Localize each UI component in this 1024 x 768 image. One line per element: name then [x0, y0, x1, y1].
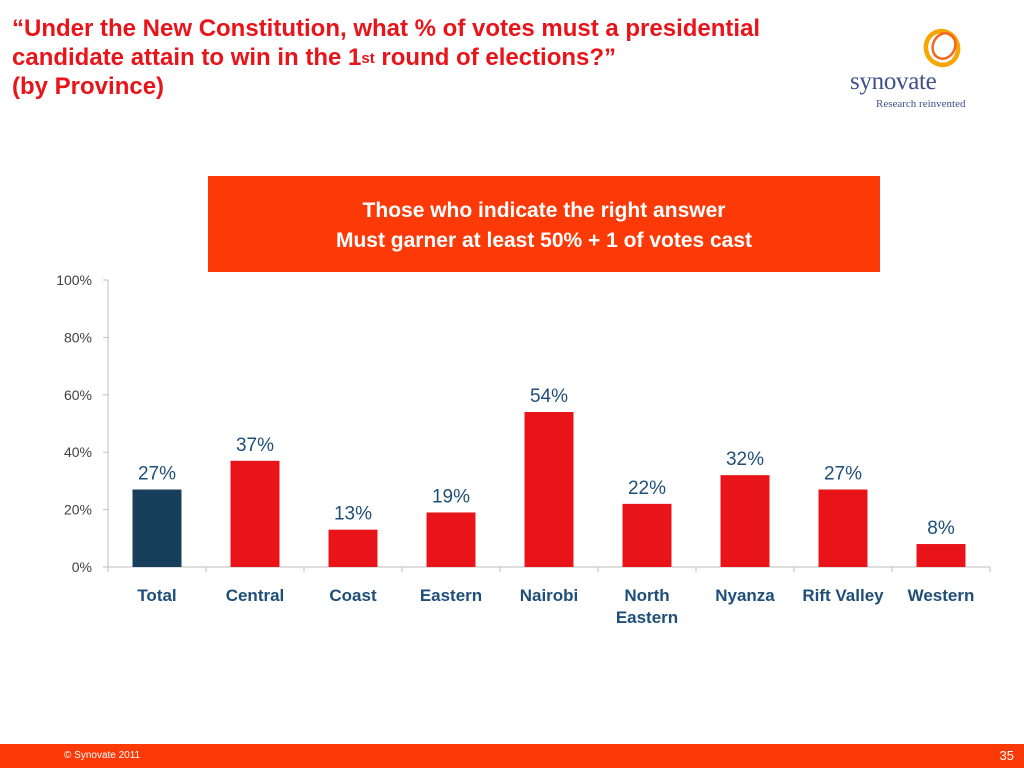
- bar-total: [132, 489, 182, 567]
- bar-eastern: [426, 512, 476, 567]
- bar-value-label: 27%: [138, 464, 176, 485]
- y-tick-label: 20%: [64, 502, 92, 518]
- bar-central: [230, 460, 280, 567]
- slide-title: “Under the New Constitution, what % of v…: [12, 14, 902, 101]
- y-tick-label: 0%: [72, 559, 92, 575]
- category-label: Nairobi: [520, 586, 579, 605]
- bar-western: [916, 544, 966, 567]
- callout-line-2: Must garner at least 50% + 1 of votes ca…: [335, 229, 753, 252]
- bar-value-label: 37%: [236, 435, 274, 456]
- y-tick-label: 80%: [64, 329, 92, 345]
- footer-copyright: © Synovate 2011: [64, 750, 141, 761]
- y-tick-label: 100%: [56, 272, 92, 288]
- bar-value-label: 54%: [530, 386, 568, 407]
- bar-value-label: 8%: [927, 518, 955, 539]
- title-line-2-post: round of elections?”: [374, 44, 617, 71]
- bar-value-label: 32%: [726, 449, 764, 470]
- title-line-1: “Under the New Constitution, what % of v…: [12, 15, 761, 42]
- synovate-ring-icon: [923, 28, 961, 68]
- page-number: 35: [999, 748, 1014, 763]
- callout-line-1: Those who indicate the right answer: [362, 199, 726, 222]
- footer-bar: © Synovate 2011 35: [0, 744, 1024, 768]
- bar-nyanza: [720, 475, 770, 567]
- category-label: Eastern: [420, 586, 482, 605]
- answer-callout-box: Those who indicate the right answer Must…: [208, 176, 880, 272]
- logo-wordmark: synovate: [850, 68, 937, 95]
- y-tick-label: 40%: [64, 444, 92, 460]
- category-label: Coast: [329, 586, 377, 605]
- title-line-2-pre: candidate attain to win in the 1: [12, 44, 362, 71]
- category-label: Eastern: [616, 608, 678, 627]
- title-line-3: (by Province): [12, 73, 165, 100]
- bar-coast: [328, 529, 378, 567]
- bar-nairobi: [524, 412, 574, 567]
- bar-value-label: 22%: [628, 478, 666, 499]
- bar-rift-valley: [818, 489, 868, 567]
- category-label: Central: [226, 586, 285, 605]
- category-label: Nyanza: [715, 586, 775, 605]
- category-label: Total: [137, 586, 176, 605]
- category-label: Western: [908, 586, 975, 605]
- bar-chart: 0% 20% 40% 60% 80% 100% 27% Total 37% Central 13% C…: [56, 272, 991, 627]
- title-superscript: st: [361, 50, 375, 67]
- category-label: Rift Valley: [802, 586, 884, 605]
- category-label: North: [624, 586, 669, 605]
- logo-tagline: Research reinvented: [876, 98, 966, 110]
- y-tick-label: 60%: [64, 387, 92, 403]
- bar-north-eastern: [622, 503, 672, 567]
- bar-value-label: 13%: [334, 504, 372, 525]
- bar-value-label: 27%: [824, 464, 862, 485]
- bar-value-label: 19%: [432, 486, 470, 507]
- synovate-logo: synovate Research reinvented: [848, 28, 978, 114]
